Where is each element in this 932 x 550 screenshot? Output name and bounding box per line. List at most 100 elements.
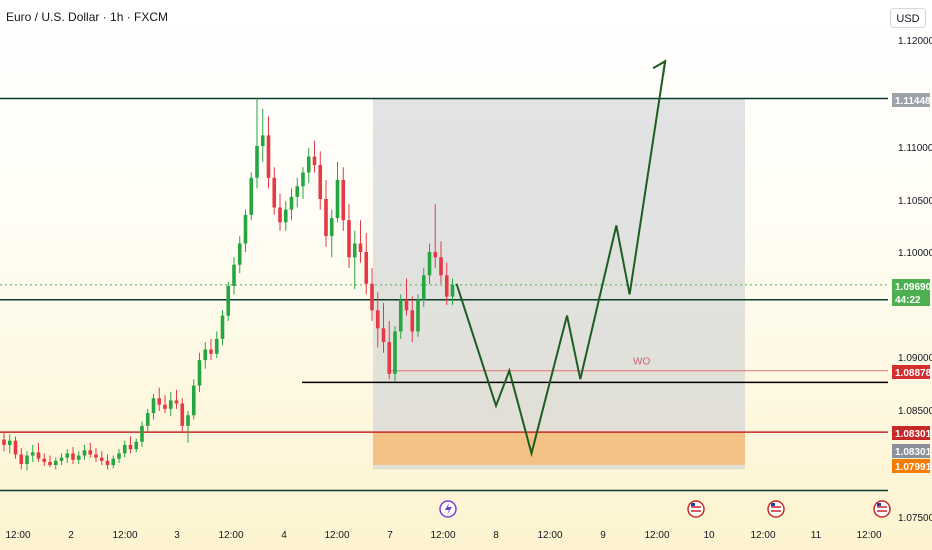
x-tick-label: 12:00	[644, 530, 669, 541]
candle-body	[209, 349, 213, 354]
candle-body	[105, 460, 110, 466]
candle-body	[59, 457, 64, 461]
candle-body	[157, 398, 162, 405]
candle-body	[232, 264, 236, 286]
price-badge	[892, 279, 930, 293]
candle-body	[347, 220, 351, 258]
candle-body	[220, 315, 225, 339]
y-tick-label: 1.09000	[898, 353, 932, 364]
candle-body	[260, 135, 265, 146]
price-badge-label: 1.08878	[895, 368, 932, 379]
annotation-wo: WO	[633, 357, 650, 368]
candle-body	[289, 196, 294, 210]
y-tick-label: 1.07500	[898, 513, 932, 524]
x-tick-label: 4	[281, 530, 287, 541]
currency-button[interactable]: USD	[890, 8, 926, 28]
candle-body	[151, 398, 156, 414]
candle-body	[272, 177, 277, 208]
candle-body	[358, 243, 363, 252]
us-flag-icon	[873, 500, 891, 518]
x-tick-label: 7	[387, 530, 393, 541]
x-tick-label: 3	[174, 530, 180, 541]
y-tick-label: 1.08500	[898, 406, 932, 417]
candle-body	[94, 454, 98, 458]
price-badge	[892, 426, 930, 440]
candle-body	[427, 252, 432, 276]
candle-body	[174, 400, 179, 404]
flag-canton	[771, 503, 775, 506]
candle-body	[71, 453, 75, 460]
candle-body	[88, 450, 93, 455]
candle-body	[117, 453, 121, 459]
candle-body	[163, 404, 167, 409]
candle-body	[370, 283, 374, 311]
candle-body	[168, 400, 173, 409]
chart-title: Euro / U.S. Dollar · 1h · FXCM	[6, 10, 169, 24]
candle-body	[180, 403, 185, 426]
candle-body	[48, 461, 52, 466]
us-flag-icon	[767, 500, 785, 518]
candle-body	[226, 285, 231, 316]
candle-body	[25, 455, 29, 464]
y-tick-label: 1.10500	[898, 196, 932, 207]
candle-body	[122, 444, 127, 454]
x-tick-label: 12:00	[750, 530, 775, 541]
candle-body	[410, 310, 415, 332]
candle-body	[283, 209, 288, 223]
candle-body	[197, 360, 202, 386]
x-tick-label: 12:00	[218, 530, 243, 541]
candle-body	[243, 214, 248, 244]
x-tick-label: 11	[811, 530, 822, 541]
candle-body	[36, 452, 41, 459]
candle-body	[278, 207, 282, 223]
candle-body	[145, 413, 150, 426]
candle-body	[203, 349, 208, 361]
candle-body	[421, 275, 426, 300]
candle-body	[82, 450, 87, 456]
x-tick-label: 12:00	[856, 530, 881, 541]
projection-box	[373, 98, 745, 470]
x-tick-label: 12:00	[537, 530, 562, 541]
y-tick-label: 1.12000	[898, 36, 932, 47]
price-badge	[892, 365, 930, 379]
candle-body	[111, 458, 116, 466]
price-badge-label: 1.08301	[895, 429, 932, 440]
price-badge	[892, 93, 930, 107]
candle-body	[13, 440, 18, 455]
candle-body	[134, 441, 139, 450]
x-tick-label: 9	[600, 530, 606, 541]
candle-body	[324, 199, 328, 237]
candle-body	[306, 156, 311, 173]
candle-body	[364, 252, 369, 284]
us-flag-icon	[687, 500, 705, 518]
candle-body	[76, 455, 81, 460]
x-tick-label: 10	[703, 530, 715, 541]
y-tick-label: 1.10000	[898, 248, 932, 259]
candle-body	[65, 453, 70, 458]
candle-body	[352, 243, 357, 258]
price-badge-label: 44:22	[895, 295, 921, 306]
x-tick-label: 12:00	[324, 530, 349, 541]
price-badge-label: 1.09690	[895, 282, 932, 293]
candle-body	[444, 275, 449, 297]
candle-body	[191, 385, 196, 416]
flag-canton	[877, 503, 881, 506]
candle-body	[335, 179, 340, 219]
candle-body	[186, 415, 190, 426]
price-badge-label: 1.11448	[895, 96, 931, 107]
x-tick-label: 12:00	[112, 530, 137, 541]
candle-body	[249, 177, 254, 215]
candle-body	[255, 146, 259, 178]
candle-body	[7, 440, 12, 445]
candle-body	[2, 439, 6, 445]
candle-body	[398, 299, 403, 332]
x-tick-label: 2	[68, 530, 74, 541]
price-badge-label: 1.07991	[895, 462, 932, 473]
candle-body	[99, 457, 104, 461]
candle-body	[433, 252, 438, 258]
candle-body	[393, 331, 397, 374]
price-badge-label: 1.08301	[895, 447, 932, 458]
flag-canton	[691, 503, 695, 506]
